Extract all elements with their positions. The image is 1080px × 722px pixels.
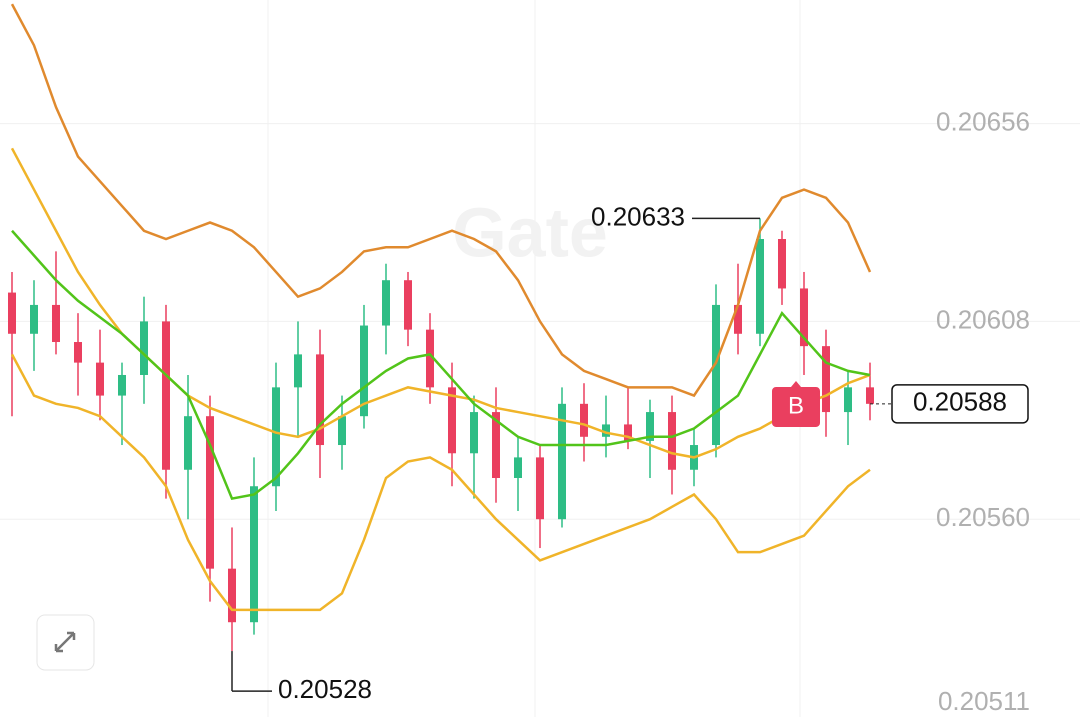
- candle-body: [448, 387, 456, 454]
- indicator-line: [10, 353, 871, 612]
- candle-body: [228, 568, 236, 623]
- candle-body: [184, 416, 192, 470]
- candle-body: [272, 387, 280, 487]
- expand-icon: [54, 631, 76, 653]
- candle-body: [470, 412, 478, 454]
- last-price-box: [891, 384, 1029, 424]
- candle-body: [360, 325, 368, 417]
- indicator-line: [10, 3, 872, 398]
- candle-body: [800, 288, 808, 347]
- candle-body: [250, 486, 258, 623]
- candle-body: [580, 403, 588, 437]
- candle-body: [426, 329, 434, 388]
- candle-body: [294, 354, 302, 388]
- watermark: Gate: [452, 193, 608, 271]
- indicator-line: [11, 229, 871, 501]
- candle-body: [734, 304, 742, 334]
- candle-body: [118, 374, 126, 396]
- candle-body: [206, 416, 214, 569]
- candle-body: [536, 457, 544, 520]
- candle-body: [514, 457, 522, 478]
- candle-body: [492, 412, 500, 478]
- y-tick-label: 0.20608: [936, 304, 1030, 334]
- candle-body: [338, 416, 346, 446]
- candle-body: [162, 321, 170, 470]
- trade-marker-label: B: [788, 392, 804, 419]
- candle-body: [646, 412, 654, 441]
- candle-body: [382, 280, 390, 326]
- candle-body: [844, 387, 852, 413]
- candle-body: [558, 403, 566, 520]
- candle-body: [822, 346, 830, 413]
- min-label: 0.20528: [278, 674, 372, 704]
- candle-body: [404, 280, 412, 330]
- candle-body: [624, 424, 632, 441]
- indicator-line: [10, 147, 871, 459]
- candle-body: [712, 304, 720, 446]
- candle-body: [602, 424, 610, 437]
- candle-body: [140, 321, 148, 375]
- candle-body: [778, 239, 786, 289]
- candle-body: [316, 354, 324, 446]
- last-price: 0.20588: [913, 387, 1007, 417]
- candle-body: [756, 239, 764, 334]
- y-tick-label: 0.20656: [936, 106, 1030, 136]
- y-tick-label: 0.20560: [936, 502, 1030, 532]
- candle-body: [668, 412, 676, 470]
- y-tick-label: 0.20511: [938, 686, 1030, 716]
- candle-body: [52, 304, 60, 343]
- candle-body: [8, 292, 16, 334]
- candle-body: [74, 342, 82, 363]
- trade-marker: [772, 380, 820, 427]
- max-label: 0.20633: [591, 201, 685, 231]
- candle-body: [96, 362, 104, 396]
- candle-body: [866, 387, 874, 404]
- candle-body: [30, 304, 38, 334]
